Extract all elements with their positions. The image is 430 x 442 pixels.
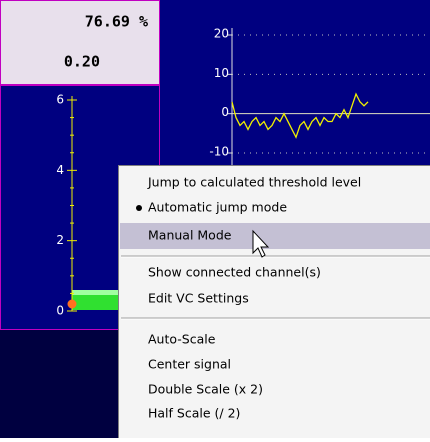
context-menu: Jump to calculated threshold level Automa… bbox=[119, 166, 430, 439]
gauge-tick-label: 2 bbox=[56, 233, 64, 247]
gauge-tick-label: 6 bbox=[56, 93, 64, 107]
gauge-tick-label: 0 bbox=[56, 304, 64, 318]
signal-tick-label: -10 bbox=[209, 145, 229, 159]
gauge-tick-label: 4 bbox=[56, 163, 64, 177]
signal-tick-label: 10 bbox=[214, 66, 229, 80]
menu-item[interactable]: Auto-Scale bbox=[148, 332, 216, 347]
gauge-marker bbox=[68, 300, 77, 309]
menu-item[interactable]: Half Scale (/ 2) bbox=[148, 406, 240, 421]
menu-item[interactable]: Center signal bbox=[148, 357, 231, 372]
percent-readout: 76.69 % bbox=[85, 13, 148, 31]
menu-item[interactable]: Manual Mode bbox=[148, 228, 232, 243]
menu-item[interactable]: Show connected channel(s) bbox=[148, 265, 321, 280]
menu-item[interactable]: Double Scale (x 2) bbox=[148, 382, 263, 397]
signal-tick-label: 0 bbox=[221, 105, 229, 119]
menu-item[interactable]: Jump to calculated threshold level bbox=[147, 175, 361, 190]
menu-item[interactable]: Automatic jump mode bbox=[148, 200, 287, 215]
signal-tick-label: 20 bbox=[214, 27, 229, 41]
menu-bullet bbox=[136, 205, 142, 211]
menu-item: Edit VC Settings bbox=[148, 291, 249, 306]
value-readout: 0.20 bbox=[64, 53, 100, 71]
